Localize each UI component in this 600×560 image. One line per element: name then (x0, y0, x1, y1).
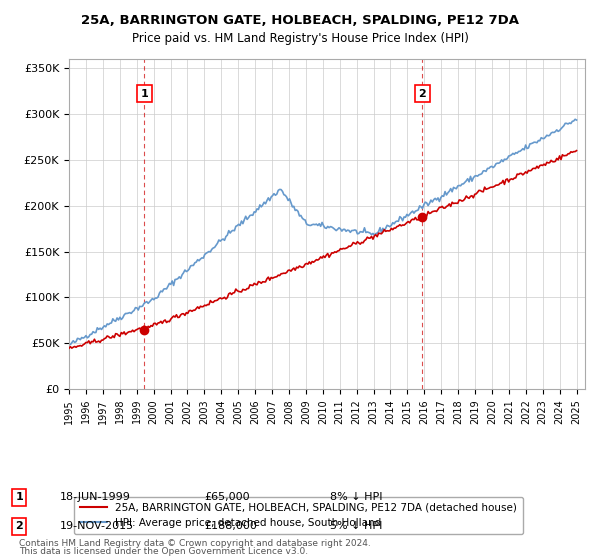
Text: Price paid vs. HM Land Registry's House Price Index (HPI): Price paid vs. HM Land Registry's House … (131, 32, 469, 45)
Text: 19-NOV-2015: 19-NOV-2015 (60, 521, 134, 531)
Text: £65,000: £65,000 (204, 492, 250, 502)
Text: 25A, BARRINGTON GATE, HOLBEACH, SPALDING, PE12 7DA: 25A, BARRINGTON GATE, HOLBEACH, SPALDING… (81, 14, 519, 27)
Text: 2: 2 (419, 88, 426, 99)
Legend: 25A, BARRINGTON GATE, HOLBEACH, SPALDING, PE12 7DA (detached house), HPI: Averag: 25A, BARRINGTON GATE, HOLBEACH, SPALDING… (74, 497, 523, 534)
Text: 1: 1 (16, 492, 23, 502)
Text: This data is licensed under the Open Government Licence v3.0.: This data is licensed under the Open Gov… (19, 547, 308, 556)
Text: £188,000: £188,000 (204, 521, 257, 531)
Text: 2: 2 (16, 521, 23, 531)
Text: 18-JUN-1999: 18-JUN-1999 (60, 492, 131, 502)
Text: 1: 1 (140, 88, 148, 99)
Text: 5% ↓ HPI: 5% ↓ HPI (330, 521, 382, 531)
Text: 8% ↓ HPI: 8% ↓ HPI (330, 492, 383, 502)
Text: Contains HM Land Registry data © Crown copyright and database right 2024.: Contains HM Land Registry data © Crown c… (19, 539, 371, 548)
